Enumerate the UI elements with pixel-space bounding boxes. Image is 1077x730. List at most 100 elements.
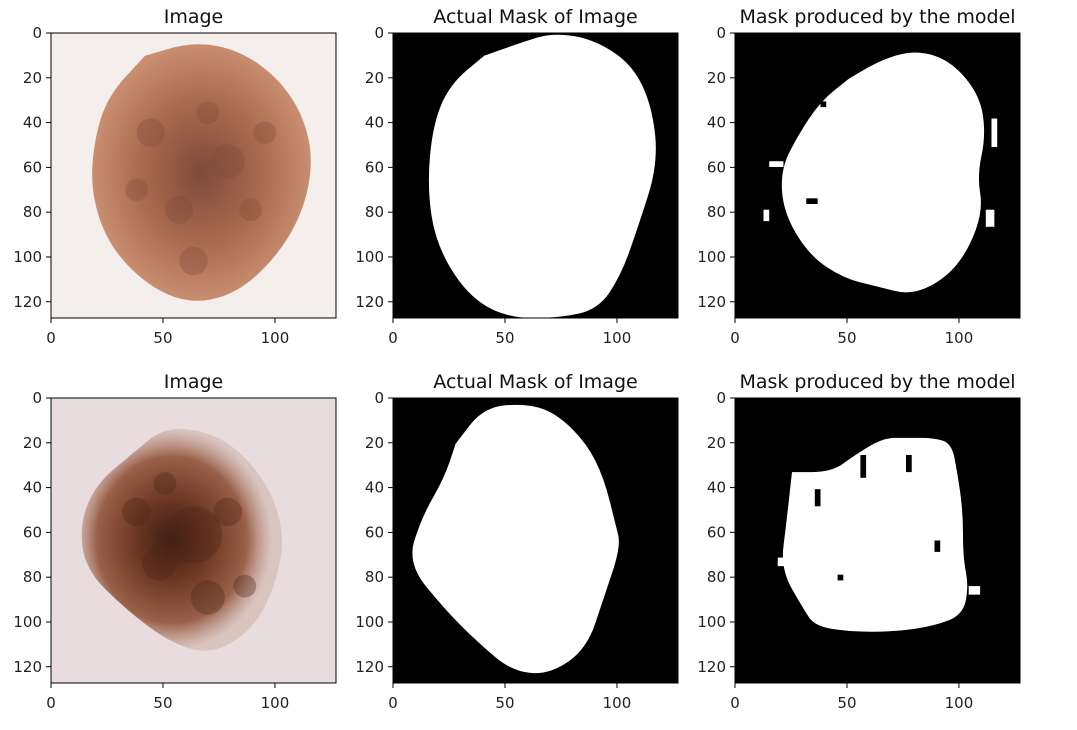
panel-title: Actual Mask of Image: [433, 6, 637, 28]
axes-frame: [50, 32, 337, 319]
mask-speck: [763, 209, 770, 222]
axes-frame: [734, 32, 1021, 319]
panel-title: Image: [164, 6, 224, 28]
x-tick-label: 100: [603, 694, 632, 712]
y-tick-label: 0: [716, 389, 726, 407]
x-tick-label: 50: [837, 329, 856, 347]
panel-r1-c3: Mask produced by the model 0 20 40 60 80 100 12…: [697, 6, 1021, 347]
x-tick-label: 100: [261, 694, 290, 712]
x-tick-label: 50: [837, 694, 856, 712]
mask-speck: [814, 489, 821, 507]
y-tick-label: 0: [32, 24, 42, 42]
y-tick-label: 120: [697, 293, 726, 311]
y-tick-label: 20: [707, 69, 726, 87]
x-tick-label: 0: [46, 329, 56, 347]
lesion-texture-spot: [179, 246, 208, 276]
y-tick-label: 120: [697, 658, 726, 676]
y-tick-label: 40: [23, 479, 42, 497]
mask-speck: [968, 586, 981, 595]
panel-title: Image: [164, 371, 224, 393]
y-tick-label: 40: [365, 114, 384, 132]
mask-speck: [906, 455, 912, 473]
y-tick-label: 120: [355, 293, 384, 311]
lesion-texture-spot: [190, 580, 225, 615]
y-tick-label: 40: [707, 114, 726, 132]
y-tick-label: 80: [23, 568, 42, 586]
mask-speck: [806, 198, 818, 204]
panel-r2-c3: Mask produced by the model 0 20 40 60 80 100 12…: [697, 371, 1021, 712]
x-tick-label: 0: [388, 694, 398, 712]
y-tick-label: 60: [365, 158, 384, 176]
y-tick-label: 100: [355, 248, 384, 266]
y-tick-label: 80: [365, 203, 384, 221]
y-tick-label: 40: [365, 479, 384, 497]
lesion-texture-spot: [142, 546, 177, 581]
y-tick-label: 20: [365, 69, 384, 87]
y-tick-label: 60: [707, 158, 726, 176]
x-tick-label: 100: [603, 329, 632, 347]
y-tick-label: 100: [355, 613, 384, 631]
y-tick-label: 40: [707, 479, 726, 497]
lesion-texture-spot: [165, 506, 222, 564]
y-tick-label: 120: [355, 658, 384, 676]
panel-title: Actual Mask of Image: [433, 371, 637, 393]
x-tick-label: 50: [153, 694, 172, 712]
y-tick-label: 0: [374, 389, 384, 407]
y-tick-label: 20: [23, 434, 42, 452]
y-tick-label: 20: [707, 434, 726, 452]
lesion-texture-spot: [196, 101, 220, 125]
y-tick-label: 0: [374, 24, 384, 42]
lesion-texture-spot: [233, 574, 257, 598]
y-tick-label: 40: [23, 114, 42, 132]
y-tick-label: 120: [13, 293, 42, 311]
x-tick-label: 100: [945, 329, 974, 347]
lesion-texture-spot: [239, 198, 262, 222]
x-tick-label: 50: [495, 329, 514, 347]
y-tick-label: 100: [13, 613, 42, 631]
y-tick-label: 80: [707, 568, 726, 586]
lesion-texture-spot: [125, 178, 148, 202]
y-tick-label: 0: [32, 389, 42, 407]
y-tick-label: 100: [697, 248, 726, 266]
y-tick-label: 100: [13, 248, 42, 266]
y-tick-label: 60: [365, 523, 384, 541]
y-tick-label: 60: [23, 523, 42, 541]
y-tick-label: 80: [365, 568, 384, 586]
y-tick-label: 20: [23, 69, 42, 87]
y-tick-label: 60: [23, 158, 42, 176]
panel-title: Mask produced by the model: [739, 6, 1015, 28]
mask-region: [428, 34, 656, 319]
lesion-texture-spot: [165, 195, 194, 224]
lesion-texture-spot: [213, 497, 242, 527]
mask-speck: [820, 101, 827, 108]
x-tick-label: 0: [388, 329, 398, 347]
y-tick-label: 120: [13, 658, 42, 676]
axes-frame: [392, 32, 679, 319]
y-tick-label: 20: [365, 434, 384, 452]
mask-speck: [777, 557, 787, 567]
x-tick-label: 100: [945, 694, 974, 712]
y-tick-label: 0: [716, 24, 726, 42]
mask-region: [782, 437, 968, 632]
lesion-texture-spot: [136, 118, 165, 147]
axes-frame: [734, 397, 1021, 684]
x-tick-label: 0: [46, 694, 56, 712]
y-tick-label: 80: [707, 203, 726, 221]
x-tick-label: 0: [730, 694, 740, 712]
mask-speck: [837, 574, 844, 581]
lesion-region: [92, 44, 311, 301]
x-tick-label: 50: [495, 694, 514, 712]
x-tick-label: 50: [153, 329, 172, 347]
axes-frame: [50, 397, 337, 684]
lesion-texture-spot: [153, 472, 177, 495]
x-tick-label: 100: [261, 329, 290, 347]
lesion-texture-spot: [210, 144, 245, 179]
lesion-region: [81, 428, 282, 651]
mask-speck: [985, 209, 995, 227]
panel-title: Mask produced by the model: [739, 371, 1015, 393]
